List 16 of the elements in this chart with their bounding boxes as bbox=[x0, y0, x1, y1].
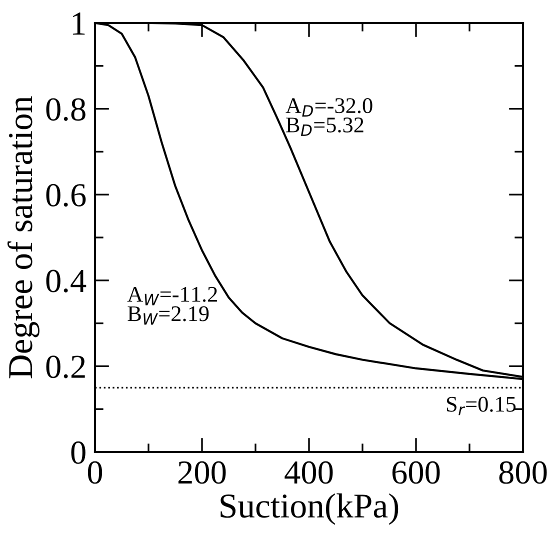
y-tick-label: 1 bbox=[72, 12, 85, 35]
y-tick-label: 0.8 bbox=[46, 98, 86, 121]
x-tick-label: 200 bbox=[178, 461, 226, 484]
annotation: A$_{D}$=-32.0 B$_{D}$=5.32 bbox=[286, 98, 372, 136]
x-tick-label: 0 bbox=[88, 461, 102, 484]
ref-line-label: S$_{r}$=0.15 bbox=[446, 396, 516, 416]
y-tick-label: 0.6 bbox=[46, 184, 86, 207]
y-tick-label: 0.4 bbox=[46, 270, 86, 292]
y-tick-label: 0 bbox=[71, 441, 86, 464]
x-tick-label: 600 bbox=[392, 461, 440, 484]
y-axis-title: Degree of saturation bbox=[8, 96, 40, 378]
x-tick-label: 800 bbox=[499, 461, 547, 484]
x-axis-title: Suction(kPa) bbox=[220, 493, 398, 525]
x-tick-label: 400 bbox=[284, 461, 333, 484]
y-tick-label: 0.2 bbox=[46, 356, 85, 378]
annotation: A$_{W}$=-11.2 B$_{W}$=2.19 bbox=[127, 286, 217, 325]
